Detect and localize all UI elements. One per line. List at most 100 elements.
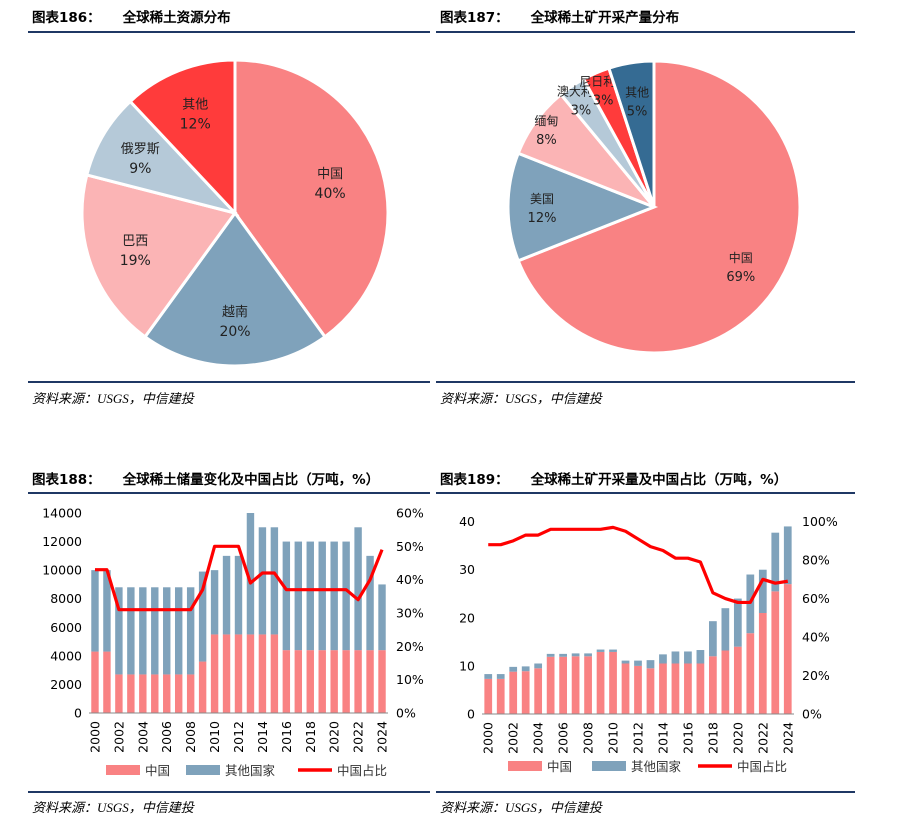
bar-china-188-2020 [330, 650, 338, 713]
bar-china-188-2001 [103, 651, 111, 713]
bar-others-189-2014 [659, 654, 667, 664]
bar-china-189-2002 [509, 671, 518, 714]
bar-others-189-2011 [621, 660, 630, 664]
figure-number-187: 图表187： [440, 10, 509, 26]
bar-others-189-2019 [721, 608, 730, 651]
figure-number-189: 图表189： [440, 472, 509, 488]
pie-label-186-2: 巴西 [122, 234, 148, 249]
bar-others-189-2020 [733, 598, 742, 647]
y2-tick-188-0: 0% [396, 706, 416, 721]
legend-swatch-188-1 [186, 765, 220, 775]
bar-china-188-2022 [354, 650, 362, 713]
x-tick-189-9: 2018 [705, 722, 720, 754]
bar-others-188-2004 [139, 587, 147, 675]
y-tick-188-3: 6000 [50, 620, 82, 635]
bar-china-189-2021 [746, 633, 755, 714]
bar-china-189-2014 [659, 663, 667, 714]
bar-china-189-2005 [546, 656, 555, 714]
figure-number-188: 图表188： [32, 472, 101, 488]
bar-others-188-2015 [270, 527, 279, 635]
pie-value-187-3: 3% [571, 104, 592, 119]
source-note-187: 资料来源：USGS，中信建投 [440, 391, 602, 406]
bar-others-189-2001 [496, 674, 505, 679]
pie-slice-187-5 [606, 59, 656, 208]
bar-china-188-2004 [139, 674, 147, 713]
bar-china-188-2023 [366, 650, 374, 713]
pie-value-187-4: 3% [593, 94, 614, 109]
pie-label-186-4: 其他 [182, 98, 208, 113]
y2-tick-189-0: 0% [802, 707, 822, 722]
bar-china-189-2012 [634, 665, 642, 714]
legend-label-189-0: 中国 [547, 759, 572, 774]
bar-china-188-2008 [186, 674, 195, 713]
y-tick-188-6: 12000 [42, 534, 82, 549]
bar-others-189-2012 [634, 660, 642, 666]
bar-china-188-2013 [246, 634, 255, 713]
bar-china-189-2003 [521, 671, 530, 714]
y-tick-188-1: 2000 [50, 677, 82, 692]
bar-others-188-2016 [282, 541, 291, 651]
x-tick-189-1: 2002 [506, 722, 521, 754]
pie-slice-186-4 [128, 58, 237, 217]
bar-china-188-2017 [294, 650, 303, 713]
pie-slice-187-0 [516, 59, 802, 355]
bar-others-189-2007 [571, 653, 580, 657]
bar-others-188-2023 [366, 555, 374, 651]
bar-others-188-2013 [246, 513, 255, 635]
bar-china-188-2002 [115, 674, 123, 713]
bar-china-188-2012 [234, 634, 243, 713]
title-rule-188 [28, 492, 430, 494]
bar-china-188-2016 [282, 650, 291, 713]
bar-others-189-2013 [646, 660, 655, 669]
bar-others-189-2002 [509, 666, 518, 672]
bar-china-189-2022 [758, 613, 767, 714]
bar-china-188-2010 [210, 634, 219, 713]
bar-others-189-2017 [696, 650, 705, 664]
bar-china-188-2000 [91, 651, 99, 713]
y2-tick-189-5: 100% [802, 514, 838, 529]
bar-others-188-2021 [342, 541, 350, 651]
bar-china-188-2011 [222, 634, 231, 713]
y-tick-188-2: 4000 [50, 648, 82, 663]
bar-china-189-2006 [559, 656, 567, 714]
x-tick-189-12: 2024 [780, 722, 795, 754]
bar-others-189-2010 [609, 649, 617, 652]
pie-value-186-2: 19% [120, 253, 151, 269]
bar-china-188-2014 [258, 634, 267, 713]
figure-number-186: 图表186： [32, 10, 101, 26]
x-tick-188-7: 2014 [255, 721, 270, 753]
legend-swatch-189-0 [508, 761, 542, 771]
bar-others-188-2014 [258, 527, 267, 635]
bar-others-188-2019 [318, 541, 326, 651]
x-tick-189-2: 2004 [531, 722, 546, 754]
bar-others-189-2015 [671, 651, 680, 664]
bar-china-188-2019 [318, 650, 326, 713]
bar-china-188-2018 [306, 650, 314, 713]
bar-china-189-2013 [646, 668, 655, 714]
x-tick-189-0: 2000 [481, 722, 496, 754]
bar-china-189-2001 [496, 678, 505, 714]
bar-others-188-2008 [186, 587, 195, 675]
pie-chart-186: 中国 40% 越南 20% 巴西 19% 俄罗斯 9% 其他 12% [80, 58, 390, 368]
bar-others-189-2016 [684, 651, 692, 664]
bar-others-189-2006 [559, 653, 567, 657]
bar-others-188-2011 [222, 555, 231, 635]
x-tick-189-11: 2022 [755, 722, 770, 754]
y2-tick-188-4: 40% [396, 572, 424, 587]
legend-label-189-2: 中国占比 [737, 759, 787, 774]
source-note-188: 资料来源：USGS，中信建投 [32, 800, 194, 815]
y-tick-188-0: 0 [74, 706, 82, 721]
bar-china-189-2008 [584, 656, 592, 714]
y2-tick-189-3: 60% [802, 591, 830, 606]
share-line-189 [488, 525, 789, 605]
x-tick-188-9: 2018 [303, 721, 318, 753]
x-tick-189-5: 2010 [606, 722, 621, 754]
bar-china-188-2003 [127, 674, 135, 713]
x-tick-189-7: 2014 [656, 722, 671, 754]
figure-title-186: 全球稀土资源分布 [122, 10, 231, 26]
bar-others-189-2009 [596, 649, 605, 652]
pie-value-186-1: 20% [219, 324, 250, 340]
x-tick-188-6: 2012 [231, 721, 246, 753]
pie-value-186-4: 12% [180, 117, 211, 133]
bar-others-189-2008 [584, 653, 592, 657]
